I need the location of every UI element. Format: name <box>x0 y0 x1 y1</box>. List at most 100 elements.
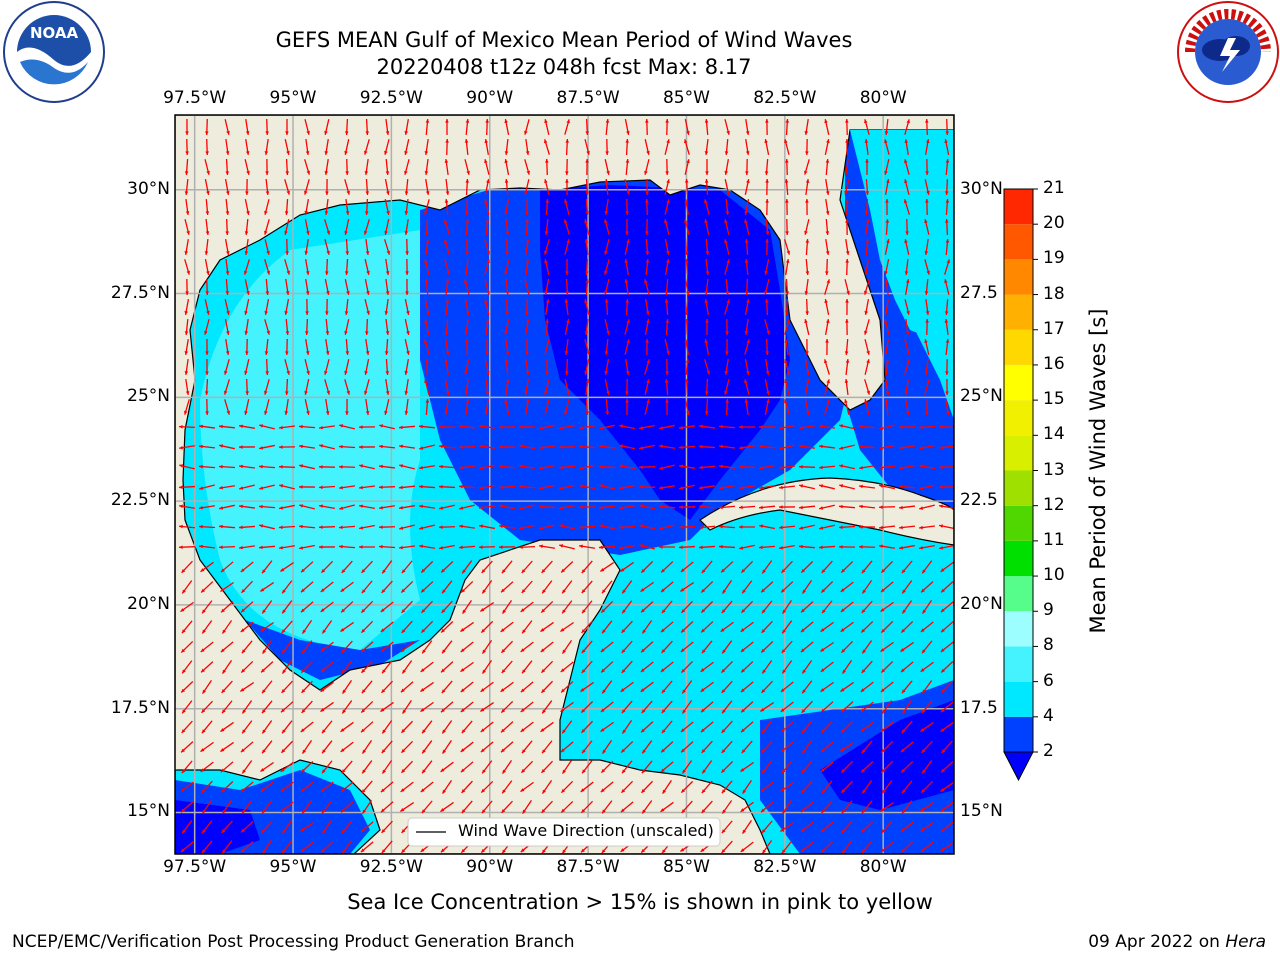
wave-direction-arrow <box>384 139 390 155</box>
wave-direction-arrow <box>280 801 294 813</box>
wave-direction-arrow <box>880 581 894 593</box>
wave-direction-arrow <box>498 464 516 469</box>
wave-direction-arrow <box>919 464 935 470</box>
wave-direction-arrow <box>538 505 556 509</box>
wave-direction-arrow <box>360 641 374 653</box>
wave-direction-arrow <box>544 179 550 195</box>
wave-direction-arrow <box>540 600 554 614</box>
wave-direction-arrow <box>884 319 890 335</box>
wave-direction-arrow <box>184 318 189 336</box>
wave-direction-arrow <box>220 561 234 573</box>
wave-direction-arrow <box>721 840 733 854</box>
wave-direction-arrow <box>300 721 314 733</box>
wave-direction-arrow <box>861 580 873 594</box>
wave-direction-arrow <box>840 681 854 693</box>
wave-direction-arrow <box>298 524 316 529</box>
wave-direction-arrow <box>204 159 210 175</box>
wave-direction-arrow <box>359 464 375 470</box>
wave-direction-arrow <box>780 681 794 693</box>
wave-direction-arrow <box>724 159 730 175</box>
wave-direction-arrow <box>680 660 694 674</box>
wave-direction-arrow <box>224 299 230 315</box>
wave-direction-arrow <box>744 238 749 256</box>
wave-direction-arrow <box>180 601 194 613</box>
wave-direction-arrow <box>278 445 296 449</box>
wave-direction-arrow <box>718 444 736 449</box>
wave-direction-arrow <box>525 338 529 356</box>
wave-direction-arrow <box>684 238 689 256</box>
wave-direction-arrow <box>204 299 210 315</box>
wave-direction-arrow <box>325 398 330 416</box>
wave-direction-arrow <box>384 338 389 356</box>
wave-direction-arrow <box>584 299 590 315</box>
colorbar-tick-label: 21 <box>1043 178 1065 198</box>
wave-direction-arrow <box>320 681 334 693</box>
wave-direction-arrow <box>945 238 950 256</box>
wave-direction-arrow <box>540 621 554 633</box>
wave-direction-arrow <box>500 741 514 753</box>
wave-direction-arrow <box>705 318 709 336</box>
wave-direction-arrow <box>464 378 469 396</box>
wave-direction-arrow <box>680 600 694 614</box>
wave-direction-arrow <box>365 178 370 196</box>
wave-direction-arrow <box>564 338 569 356</box>
wave-direction-arrow <box>385 258 390 276</box>
map-frame <box>174 114 955 855</box>
wave-direction-arrow <box>241 800 253 814</box>
wave-direction-arrow <box>184 338 189 356</box>
wave-direction-arrow <box>284 299 290 315</box>
wave-direction-arrow <box>665 118 669 136</box>
wave-direction-arrow <box>904 279 910 295</box>
wave-direction-arrow <box>200 581 214 593</box>
colorbar-tick-label: 20 <box>1043 213 1065 234</box>
wave-direction-arrow <box>624 119 630 135</box>
wave-direction-arrow <box>604 359 610 375</box>
wave-direction-arrow <box>381 740 393 754</box>
wave-direction-arrow <box>624 319 630 335</box>
wave-direction-arrow <box>544 119 550 135</box>
wave-direction-arrow <box>425 118 430 136</box>
wave-direction-arrow <box>178 545 196 550</box>
wave-direction-arrow <box>920 780 934 794</box>
wave-direction-arrow <box>645 218 649 236</box>
wave-direction-arrow <box>340 741 354 753</box>
wave-direction-arrow <box>281 720 293 734</box>
wave-direction-arrow <box>180 801 194 813</box>
wave-direction-arrow <box>704 178 709 196</box>
wave-direction-arrow <box>244 218 249 236</box>
wave-direction-arrow <box>584 139 590 155</box>
wave-direction-arrow <box>578 425 596 430</box>
wave-direction-arrow <box>260 761 274 773</box>
wave-direction-arrow <box>344 379 350 395</box>
wave-direction-arrow <box>484 159 490 175</box>
wave-direction-arrow <box>838 525 856 530</box>
wave-direction-arrow <box>664 139 670 155</box>
wave-direction-arrow <box>604 219 610 235</box>
wave-direction-arrow <box>800 841 814 853</box>
wave-direction-arrow <box>761 600 773 614</box>
wave-direction-arrow <box>684 139 690 155</box>
wave-direction-arrow <box>664 278 669 296</box>
wave-direction-arrow <box>480 741 494 753</box>
wave-direction-arrow <box>320 840 334 854</box>
wave-direction-arrow <box>804 159 810 175</box>
wave-direction-arrow <box>481 640 493 654</box>
wave-direction-arrow <box>441 720 453 734</box>
wave-direction-arrow <box>884 239 890 255</box>
wave-direction-arrow <box>919 444 935 450</box>
wave-direction-arrow <box>501 560 513 574</box>
wave-direction-arrow <box>945 338 950 356</box>
wave-direction-arrow <box>918 425 936 430</box>
wave-direction-arrow <box>778 525 796 530</box>
wave-direction-arrow <box>345 158 349 176</box>
wave-direction-arrow <box>858 484 876 489</box>
wave-direction-arrow <box>340 801 354 813</box>
wave-direction-arrow <box>759 464 775 470</box>
wave-direction-arrow <box>561 760 573 774</box>
wave-direction-arrow <box>784 359 790 375</box>
wave-direction-arrow <box>604 338 609 356</box>
wave-direction-arrow <box>361 560 373 574</box>
wave-direction-arrow <box>181 700 193 714</box>
wave-direction-arrow <box>198 444 216 449</box>
wave-direction-arrow <box>205 218 210 236</box>
